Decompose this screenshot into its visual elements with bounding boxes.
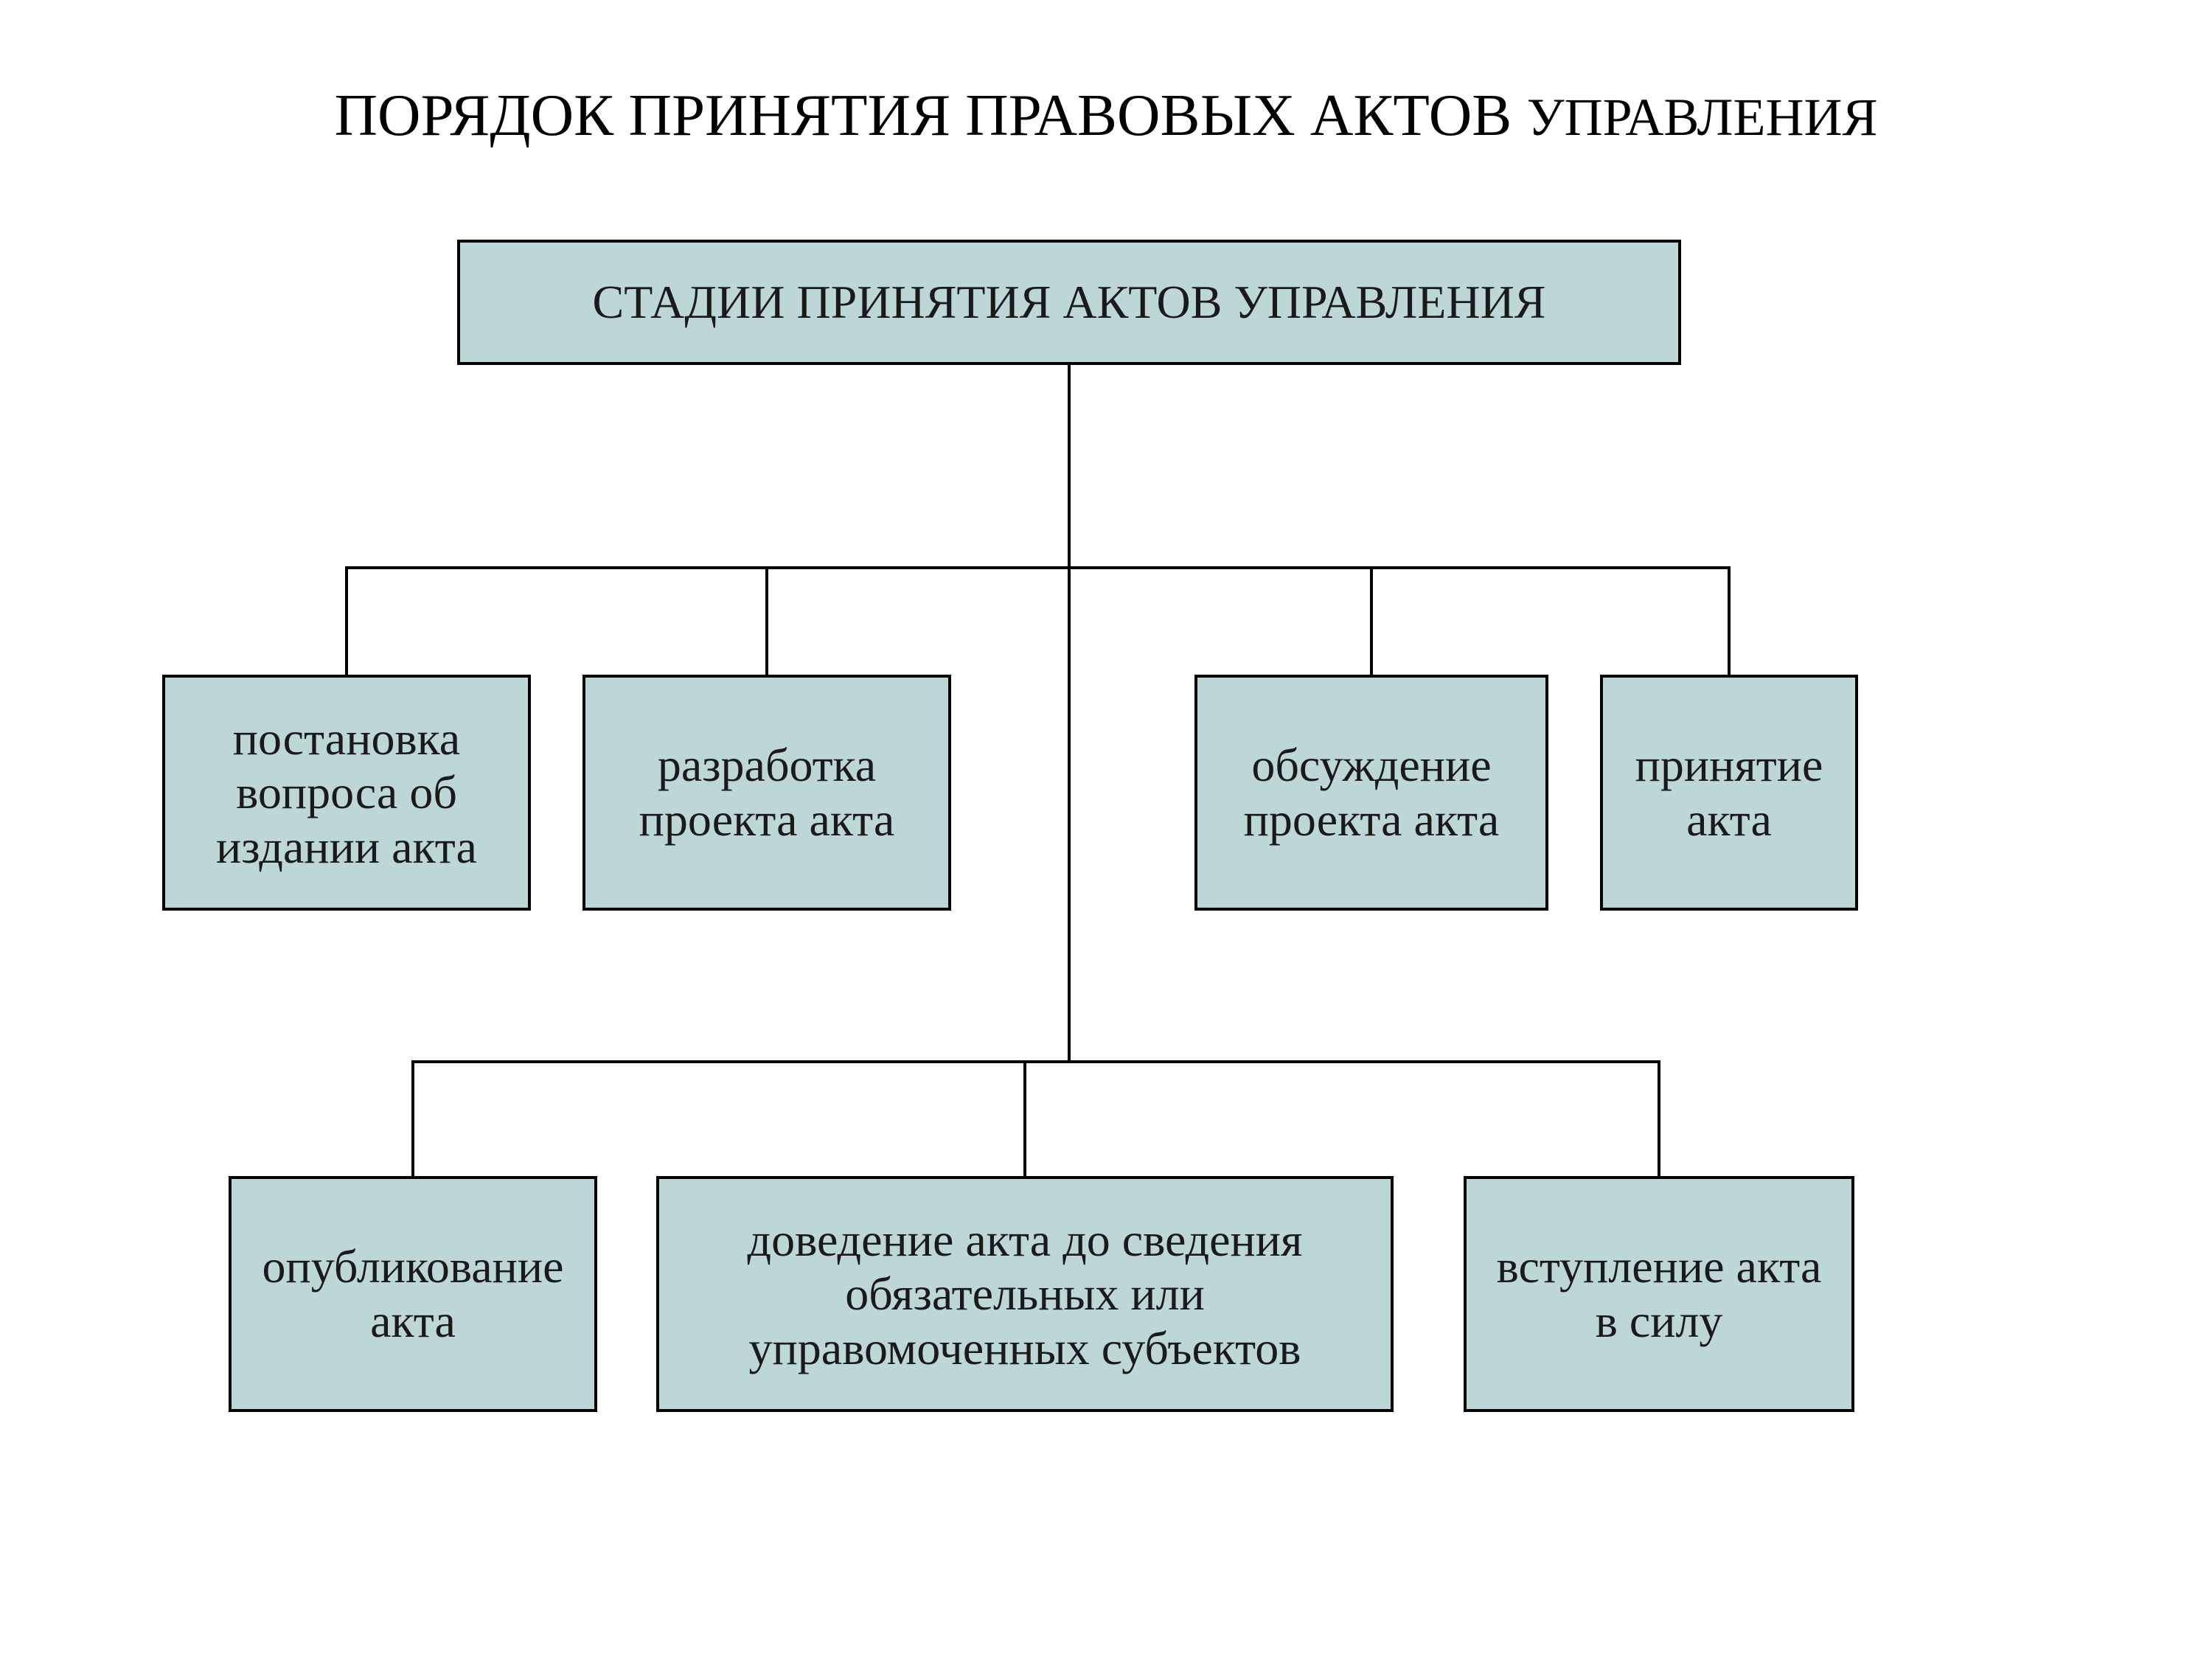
node-label: СТАДИИ ПРИНЯТИЯ АКТОВ УПРАВЛЕНИЯ [593, 275, 1546, 330]
node-n3: обсуждение проекта акта [1194, 675, 1548, 911]
title-tail: УПРАВЛЕНИЯ [1527, 88, 1878, 147]
node-label: постановка вопроса об издании акта [180, 712, 513, 874]
node-label: принятие акта [1618, 738, 1840, 846]
node-label: доведение акта до сведения обязательных … [674, 1213, 1376, 1376]
node-label: обсуждение проекта акта [1212, 738, 1531, 846]
node-root: СТАДИИ ПРИНЯТИЯ АКТОВ УПРАВЛЕНИЯ [457, 240, 1681, 365]
node-label: опубликование акта [246, 1239, 580, 1348]
diagram-canvas: ПОРЯДОК ПРИНЯТИЯ ПРАВОВЫХ АКТОВ УПРАВЛЕН… [0, 0, 2212, 1659]
node-n2: разработка проекта акта [582, 675, 951, 911]
page-title: ПОРЯДОК ПРИНЯТИЯ ПРАВОВЫХ АКТОВ УПРАВЛЕН… [0, 81, 2212, 150]
node-label: разработка проекта акта [600, 738, 933, 846]
node-n4: принятие акта [1600, 675, 1858, 911]
node-n7: вступление акта в силу [1464, 1176, 1854, 1412]
node-label: вступление акта в силу [1481, 1239, 1837, 1348]
title-main: ПОРЯДОК ПРИНЯТИЯ ПРАВОВЫХ АКТОВ [334, 82, 1526, 148]
node-n5: опубликование акта [229, 1176, 597, 1412]
node-n6: доведение акта до сведения обязательных … [656, 1176, 1394, 1412]
node-n1: постановка вопроса об издании акта [162, 675, 531, 911]
